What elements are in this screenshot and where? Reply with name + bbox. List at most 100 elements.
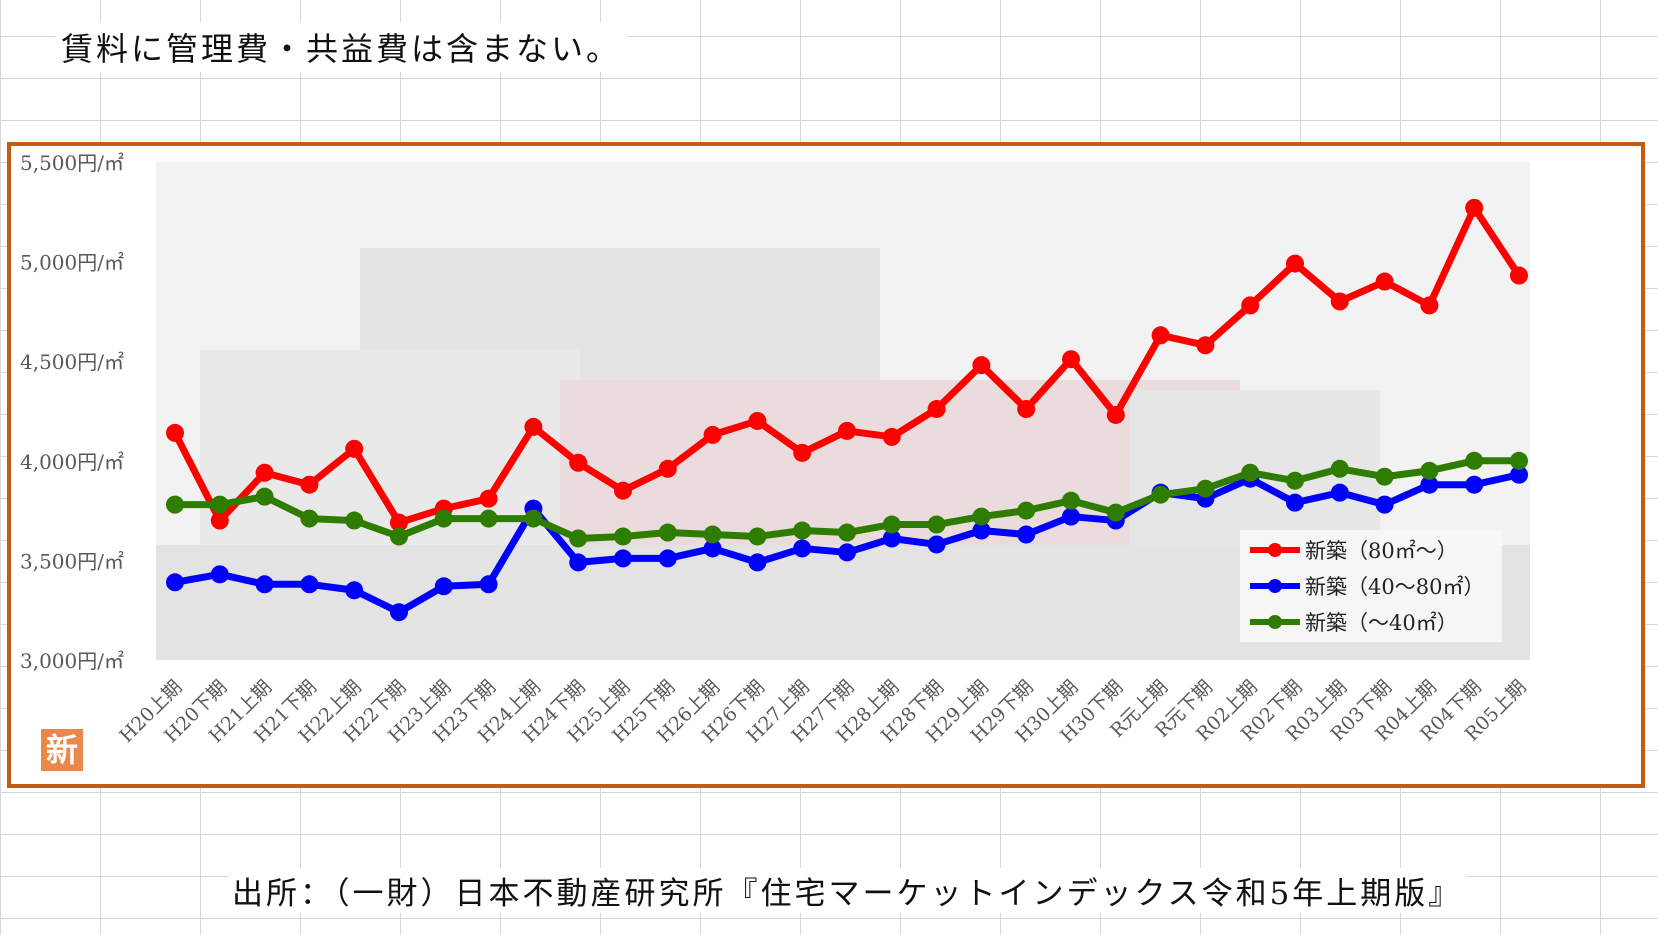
series-2-point: [1465, 451, 1484, 470]
series-2-point: [1375, 467, 1394, 486]
series-1-point: [1420, 475, 1439, 494]
series-1-point: [1017, 525, 1036, 544]
series-1-point: [882, 529, 901, 548]
series-2-point: [1062, 491, 1080, 510]
series-2-point: [1017, 501, 1036, 520]
series-2-point: [882, 515, 901, 534]
series-0-point: [1330, 292, 1349, 311]
series-1-point: [1375, 495, 1394, 514]
y-tick-label: 4,000円/㎡: [20, 450, 124, 474]
series-0-point: [300, 475, 319, 494]
series-2-point: [524, 509, 543, 528]
series-2-point: [793, 521, 812, 540]
y-tick-label: 5,500円/㎡: [20, 151, 124, 175]
series-0-point: [1375, 272, 1394, 291]
series-0-point: [882, 427, 901, 446]
series-0-point: [658, 459, 677, 478]
series-2-point: [390, 527, 408, 546]
legend-label: 新築（80㎡～）: [1305, 539, 1458, 563]
series-2-point: [345, 511, 364, 530]
series-2-point: [255, 487, 274, 506]
new-build-badge-icon: 新: [41, 729, 83, 771]
y-tick-label: 3,500円/㎡: [20, 549, 124, 573]
series-1-point: [927, 535, 946, 554]
series-2-point: [479, 509, 498, 528]
series-0-point: [927, 400, 946, 419]
series-0-point: [838, 421, 856, 440]
series-1-point: [793, 539, 812, 558]
series-0-point: [524, 417, 543, 436]
series-0-point: [748, 411, 767, 430]
series-1-point: [390, 603, 408, 622]
series-2-point: [972, 507, 991, 526]
y-tick-label: 4,500円/㎡: [20, 350, 124, 374]
legend-label: 新築（40～80㎡）: [1305, 575, 1484, 599]
series-2-point: [1286, 471, 1304, 490]
series-0-point: [703, 425, 722, 444]
series-2-point: [1420, 461, 1439, 480]
series-1-point: [1062, 507, 1080, 526]
series-2-point: [300, 509, 319, 528]
rent-trend-chart: 3,000円/㎡ 3,500円/㎡ 4,000円/㎡ 4,500円/㎡ 5,000円/㎡…: [20, 151, 1531, 747]
series-2-point: [210, 495, 229, 514]
y-tick-label: 3,000円/㎡: [20, 649, 124, 673]
series-2-point: [838, 523, 856, 542]
legend-label: 新築（～40㎡）: [1305, 611, 1458, 635]
series-2-point: [614, 527, 632, 546]
series-0-point: [614, 481, 632, 500]
series-0-point: [479, 489, 498, 508]
series-1-point: [210, 565, 229, 584]
series-2-point: [1330, 459, 1349, 478]
series-1-point: [345, 581, 364, 600]
series-1-point: [748, 553, 767, 572]
series-2-point: [1151, 485, 1170, 504]
series-1-point: [972, 521, 991, 540]
series-0-point: [1106, 405, 1125, 424]
series-1-point: [703, 539, 722, 558]
series-1-point: [166, 573, 184, 592]
series-2-point: [1196, 479, 1215, 498]
series-2-point: [434, 509, 453, 528]
series-0-point: [390, 513, 408, 532]
series-1-point: [838, 543, 856, 562]
series-0-point: [1151, 326, 1170, 345]
series-0-point: [1465, 198, 1484, 217]
series-0-point: [1420, 296, 1439, 315]
rent-note: 賃料に管理費・共益費は含まない。: [55, 22, 628, 72]
series-0-point: [345, 439, 364, 458]
series-0-point: [1241, 296, 1260, 315]
legend-swatch-marker: [1268, 579, 1282, 593]
series-2-point: [1241, 463, 1260, 482]
series-2-point: [703, 525, 722, 544]
series-2-point: [748, 527, 767, 546]
legend-swatch-marker: [1268, 615, 1282, 629]
series-0-point: [1017, 400, 1036, 419]
series-0-point: [1510, 266, 1528, 285]
series-0-point: [166, 423, 184, 442]
series-2-point: [569, 529, 588, 548]
series-0-point: [972, 356, 991, 375]
series-1-point: [614, 549, 632, 568]
source-citation: 出所：（一財）日本不動産研究所『住宅マーケットインデックス令和5年上期版』: [228, 868, 1467, 913]
series-0-point: [1286, 254, 1304, 273]
legend-swatch-marker: [1268, 543, 1282, 557]
series-2-point: [658, 523, 677, 542]
series-2-point: [1510, 451, 1528, 470]
series-2-point: [1106, 503, 1125, 522]
y-tick-label: 5,000円/㎡: [20, 251, 124, 275]
series-2-point: [927, 515, 946, 534]
series-1-point: [569, 553, 588, 572]
series-1-point: [1465, 475, 1484, 494]
series-0-point: [569, 453, 588, 472]
series-1-point: [300, 575, 319, 594]
series-1-point: [479, 575, 498, 594]
series-1-point: [1510, 465, 1528, 484]
series-1-point: [1286, 493, 1304, 512]
series-0-point: [255, 463, 274, 482]
series-0-point: [1062, 350, 1080, 369]
series-0-point: [1196, 336, 1215, 355]
series-1-point: [658, 549, 677, 568]
series-0-point: [793, 443, 812, 462]
series-1-point: [255, 575, 274, 594]
series-1-point: [1330, 483, 1349, 502]
